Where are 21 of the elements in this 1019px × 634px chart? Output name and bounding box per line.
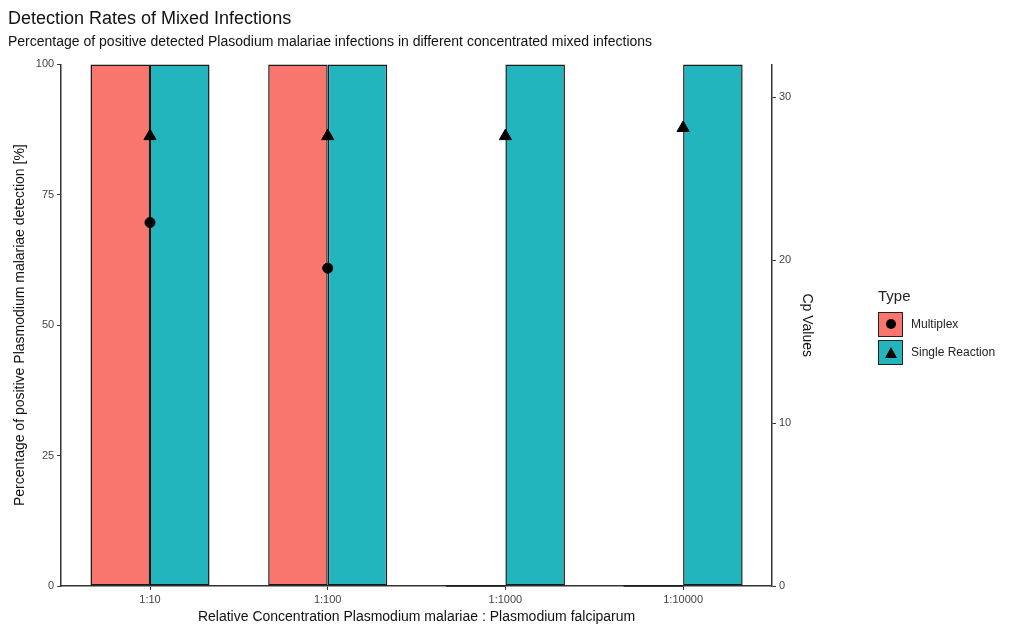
chart-subtitle: Percentage of positive detected Plasodium malariae infections in different concentrated mixed infections: [8, 32, 653, 49]
y2-tick-label: 30: [778, 90, 792, 103]
y2-tick-label: 20: [778, 253, 792, 266]
x-tick-label: 1:100: [313, 592, 342, 605]
x-tick-label: 1:10: [139, 592, 161, 605]
legend-label: Multiplex: [911, 317, 959, 331]
legend-title: Type: [878, 287, 912, 304]
x-tick-label: 1:1000: [488, 592, 523, 605]
y-axis-title: Percentage of positive Plasmodium malariae detection [%]: [11, 144, 28, 507]
y-tick-label: 75: [41, 187, 55, 200]
y-tick-label: 25: [41, 448, 55, 461]
y-tick-label: 0: [48, 579, 55, 592]
y2-axis-title: Cp Values: [799, 293, 816, 357]
chart-title: Detection Rates of Mixed Infections: [8, 7, 292, 28]
y-tick-label: 50: [41, 318, 55, 331]
y2-tick-label: 10: [778, 416, 792, 429]
y2-tick-label: 0: [778, 579, 786, 592]
x-tick-label: 1:10000: [663, 592, 703, 605]
x-axis-title: Relative Concentration Plasmodium malariae : Plasmodium falciparum: [197, 608, 636, 625]
y-tick-label: 100: [35, 57, 55, 70]
legend-label: Single Reaction: [911, 345, 996, 359]
